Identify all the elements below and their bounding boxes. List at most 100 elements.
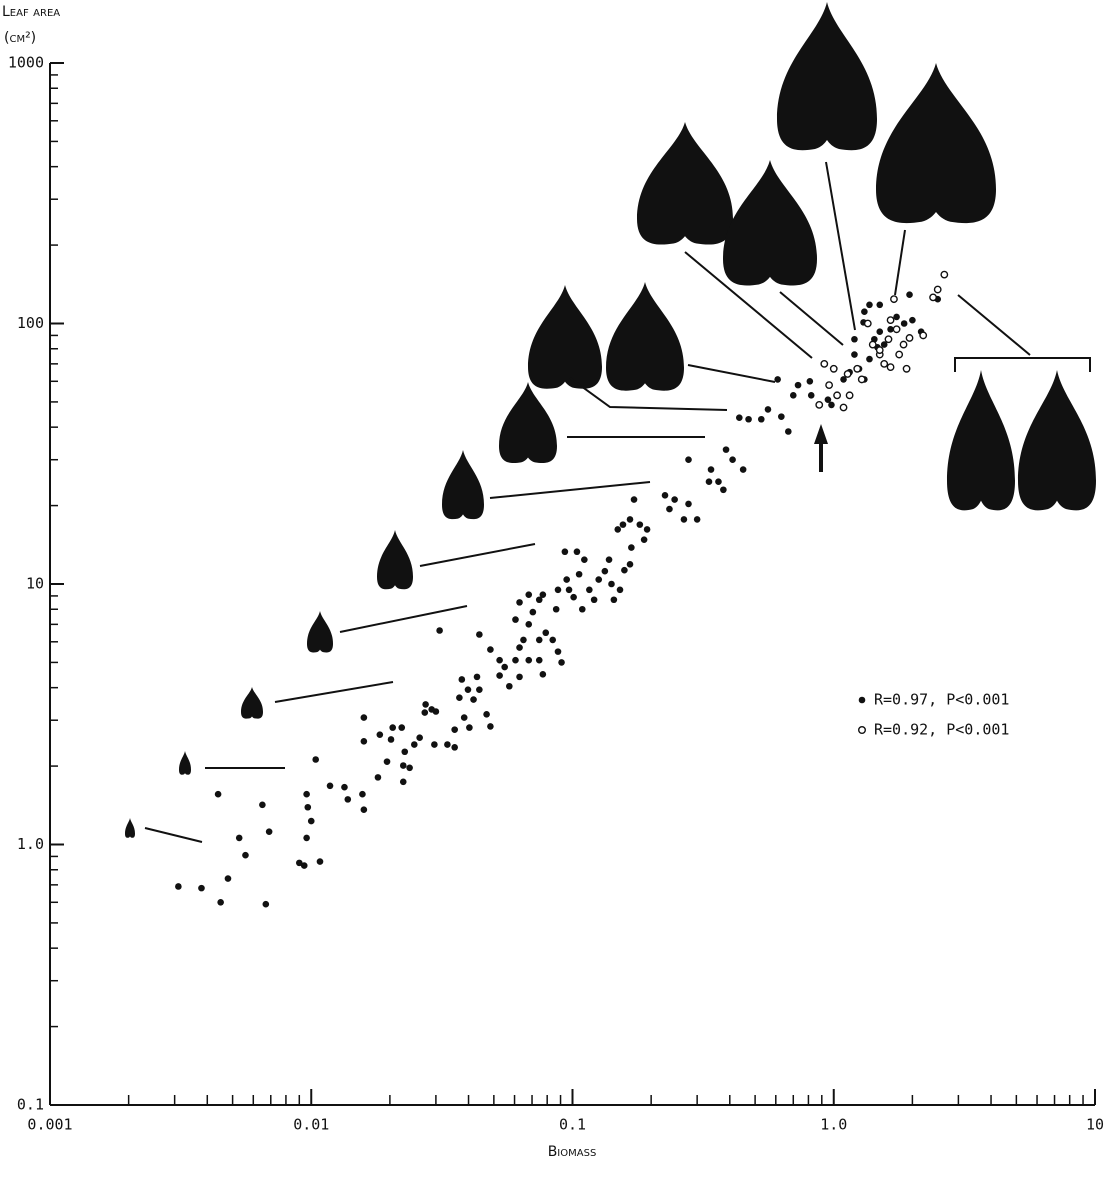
data-point bbox=[628, 544, 635, 551]
data-point bbox=[389, 724, 396, 731]
data-point bbox=[671, 496, 678, 503]
data-point bbox=[549, 636, 557, 644]
data-point bbox=[601, 567, 609, 575]
data-point bbox=[303, 834, 310, 842]
data-point bbox=[573, 548, 581, 556]
data-point bbox=[460, 714, 468, 721]
data-point bbox=[940, 270, 949, 279]
data-point bbox=[512, 616, 519, 623]
data-point bbox=[875, 346, 884, 355]
data-point bbox=[303, 790, 310, 798]
data-point bbox=[512, 656, 519, 664]
data-point bbox=[259, 801, 266, 809]
data-point bbox=[608, 580, 615, 588]
data-point bbox=[341, 783, 348, 791]
data-point bbox=[626, 561, 634, 568]
data-point bbox=[866, 301, 873, 309]
x-tick-label: 0.01 bbox=[293, 1116, 329, 1134]
data-point bbox=[886, 316, 895, 325]
data-point bbox=[715, 478, 722, 486]
data-point bbox=[720, 486, 727, 494]
data-point bbox=[570, 593, 577, 601]
data-point bbox=[933, 285, 942, 294]
data-point bbox=[516, 673, 523, 681]
data-point bbox=[398, 724, 406, 731]
data-point bbox=[887, 326, 894, 333]
data-point bbox=[906, 291, 913, 298]
data-point bbox=[807, 392, 815, 399]
data-point bbox=[516, 644, 523, 651]
data-point bbox=[929, 293, 937, 302]
data-point bbox=[905, 334, 914, 342]
data-point bbox=[242, 851, 249, 859]
data-point bbox=[828, 401, 835, 409]
data-point bbox=[845, 391, 854, 400]
data-point bbox=[643, 526, 651, 533]
data-point bbox=[833, 391, 842, 400]
data-point bbox=[312, 756, 319, 763]
data-point bbox=[680, 516, 688, 523]
y-tick-label: 0.1 bbox=[17, 1096, 44, 1114]
data-point bbox=[360, 737, 368, 745]
data-point bbox=[880, 341, 888, 348]
data-point bbox=[640, 536, 648, 543]
data-point bbox=[851, 351, 858, 358]
data-point bbox=[558, 659, 565, 666]
data-point bbox=[535, 596, 543, 604]
y-tick-label: 100 bbox=[17, 314, 44, 332]
data-point bbox=[175, 883, 182, 890]
data-point bbox=[685, 456, 692, 464]
data-point bbox=[422, 701, 429, 708]
leaf-illustrations bbox=[125, 2, 1096, 843]
data-point bbox=[614, 526, 622, 533]
data-point bbox=[360, 806, 368, 814]
data-point bbox=[581, 556, 588, 563]
data-point bbox=[880, 359, 889, 368]
data-point bbox=[578, 605, 586, 613]
data-point bbox=[235, 834, 243, 842]
x-tick-label: 1.0 bbox=[820, 1116, 847, 1134]
data-point bbox=[895, 350, 904, 359]
data-point bbox=[806, 377, 814, 385]
data-point bbox=[876, 328, 884, 336]
data-point bbox=[605, 556, 613, 563]
data-point bbox=[476, 631, 483, 638]
data-point bbox=[552, 605, 560, 613]
data-point bbox=[444, 741, 451, 748]
data-point bbox=[621, 566, 628, 574]
data-point bbox=[626, 516, 634, 523]
data-point bbox=[853, 364, 862, 373]
data-point bbox=[705, 478, 713, 486]
x-tick-label: 10 bbox=[1086, 1116, 1104, 1134]
data-point bbox=[374, 774, 382, 781]
y-tick-label: 1000 bbox=[8, 54, 44, 72]
data-point bbox=[868, 340, 877, 349]
data-point bbox=[899, 340, 908, 349]
data-point bbox=[451, 744, 458, 751]
data-point bbox=[886, 363, 895, 372]
data-point bbox=[383, 758, 391, 765]
data-point bbox=[861, 308, 868, 315]
data-point bbox=[565, 586, 573, 594]
data-point bbox=[745, 415, 752, 423]
data-point bbox=[825, 381, 834, 390]
data-point bbox=[304, 803, 312, 811]
data-point bbox=[436, 627, 443, 634]
data-point bbox=[376, 731, 384, 738]
data-point bbox=[316, 858, 324, 865]
data-point bbox=[839, 403, 848, 412]
data-point bbox=[902, 364, 911, 373]
data-point bbox=[535, 636, 543, 644]
data-point bbox=[224, 875, 232, 882]
data-point bbox=[890, 295, 898, 304]
data-point bbox=[563, 576, 570, 583]
data-point bbox=[529, 608, 537, 616]
data-point bbox=[539, 591, 547, 598]
data-point bbox=[496, 656, 503, 664]
data-point bbox=[539, 671, 547, 678]
data-point bbox=[421, 709, 429, 716]
x-axis-label: Biomass bbox=[548, 1144, 597, 1160]
data-point bbox=[636, 521, 644, 528]
data-point bbox=[857, 375, 866, 384]
